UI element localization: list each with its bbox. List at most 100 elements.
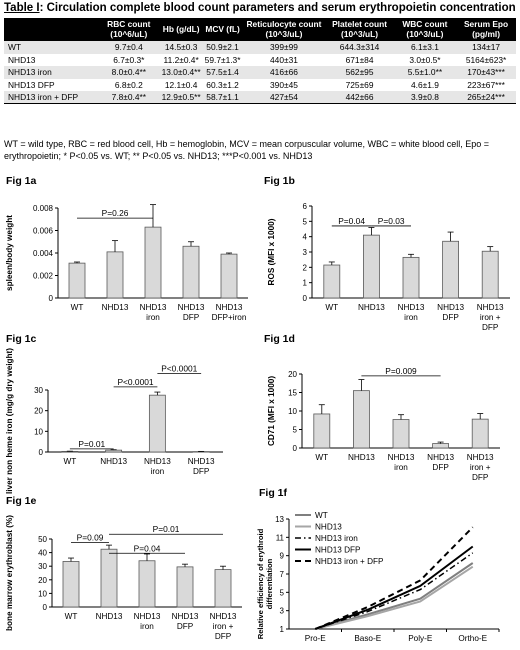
x-tick-label: WT bbox=[64, 457, 77, 466]
table-cell: 13.0±0.4** bbox=[159, 66, 203, 79]
p-value-label: P=0.09 bbox=[77, 532, 104, 542]
bar bbox=[323, 264, 341, 299]
bar bbox=[471, 418, 489, 449]
bar bbox=[353, 390, 370, 449]
x-tick-label: WT bbox=[65, 612, 78, 621]
y-tick-label: 3 bbox=[280, 607, 285, 616]
table-cell: 6.7±0.3* bbox=[113, 54, 145, 65]
chart-title: Fig 1f bbox=[259, 487, 288, 499]
bar bbox=[105, 449, 123, 453]
bar bbox=[68, 262, 86, 299]
figure-1c: Fig 1c liver non heme iron (mg/g dry weig… bbox=[5, 333, 223, 494]
x-tick-label: NHD13 iron bbox=[144, 457, 171, 476]
table-row: WT 9.7±0.4 14.5±0.3 50.9±2.1 399±99 644.… bbox=[4, 41, 516, 54]
bar bbox=[481, 250, 499, 299]
table-cell: 265±24*** bbox=[456, 90, 516, 105]
table-cell: 223±67*** bbox=[467, 79, 505, 90]
table-cell: WT bbox=[4, 41, 98, 54]
p-value-label: P<0.0001 bbox=[117, 377, 153, 387]
bar bbox=[138, 560, 156, 608]
table-cell: NHD13 iron bbox=[4, 66, 98, 79]
y-tick-label: 5 bbox=[293, 426, 298, 435]
x-tick-label: NHD13 iron + DFP bbox=[467, 453, 494, 482]
chart-title: Fig 1a bbox=[6, 175, 37, 187]
table-row: NHD13 6.7±0.3* 11.2±0.4* 59.7±1.3* 440±3… bbox=[4, 54, 516, 66]
y-tick-label: 3 bbox=[303, 248, 308, 257]
table-cell: 671±84 bbox=[345, 54, 374, 65]
table-cell: 427±54 bbox=[242, 90, 326, 105]
figure-1a: Fig 1a spleen/body weight 0 0.002 0.004 0.006… bbox=[5, 175, 248, 322]
figure-1d: Fig 1d CD71 (MFI x 1000) 0 5 10 15 20 WT NHD13 NH… bbox=[264, 333, 500, 482]
table-cell: 11.2±0.4* bbox=[163, 54, 199, 65]
x-tick-label: NHD13 DFP+iron bbox=[212, 303, 247, 322]
bar bbox=[363, 234, 380, 299]
chart-title: Fig 1c bbox=[6, 333, 37, 345]
y-tick-label: 10 bbox=[288, 407, 297, 416]
table-cell: 8.0±0.4** bbox=[98, 66, 160, 79]
x-tick-label: WT bbox=[325, 303, 338, 312]
table-cell: 725±69 bbox=[345, 79, 374, 90]
table-cell: 60.3±1.2 bbox=[206, 79, 239, 90]
x-tick-label: NHD13 bbox=[348, 453, 375, 462]
y-tick-label: 0 bbox=[293, 444, 298, 453]
y-tick-label: 0.008 bbox=[33, 204, 54, 213]
y-axis-label: Relative efficiency of erythroiddifferen… bbox=[256, 528, 274, 639]
bar bbox=[402, 256, 420, 299]
table-cell: 562±95 bbox=[325, 66, 394, 79]
table-header: MCV (fL) bbox=[202, 18, 243, 42]
x-tick-label: NHD13 iron bbox=[398, 303, 425, 322]
legend-label: NHD13 bbox=[315, 523, 342, 532]
table-cell: 644.3±314 bbox=[325, 41, 394, 54]
table-cell: 5.5±1.0** bbox=[393, 66, 457, 79]
table-row: NHD13 DFP 6.8±0.2 12.1±0.4 60.3±1.2 390±… bbox=[4, 79, 516, 91]
bar bbox=[392, 419, 410, 449]
y-tick-label: 0 bbox=[49, 294, 54, 303]
bar bbox=[432, 443, 450, 449]
x-tick-label: WT bbox=[315, 453, 328, 462]
x-tick-label: NHD13 DFP bbox=[172, 612, 199, 631]
y-tick-label: 20 bbox=[38, 576, 47, 585]
series-line bbox=[314, 545, 474, 630]
legend-label: NHD13 DFP bbox=[315, 546, 361, 555]
table-header: Reticulocyte count (10^3/uL) bbox=[242, 18, 326, 42]
table-cell: 5164±623* bbox=[465, 54, 507, 65]
y-tick-label: 15 bbox=[288, 389, 297, 398]
y-tick-label: 0 bbox=[303, 294, 308, 303]
bar bbox=[62, 561, 80, 608]
y-tick-label: 40 bbox=[38, 549, 47, 558]
chart-title: Fig 1b bbox=[264, 175, 295, 187]
bar bbox=[182, 245, 200, 299]
x-tick-label: Pro-E bbox=[305, 634, 326, 643]
table-header: Serum Epo (pg/ml) bbox=[456, 18, 516, 42]
table-cell: 59.7±1.3* bbox=[204, 54, 241, 65]
table-cell: 390±45 bbox=[270, 79, 298, 90]
y-tick-label: 6 bbox=[303, 202, 308, 211]
y-tick-label: 0.006 bbox=[33, 227, 54, 236]
table-header bbox=[4, 18, 98, 42]
p-value-label: P<0.0001 bbox=[161, 363, 197, 373]
x-tick-label: Ortho-E bbox=[458, 634, 487, 643]
bar bbox=[214, 569, 232, 608]
series-line bbox=[315, 565, 474, 630]
y-tick-label: 5 bbox=[280, 588, 285, 597]
table-cell: 416±66 bbox=[242, 66, 326, 79]
table-row: NHD13 iron 8.0±0.4** 13.0±0.4** 57.5±1.4… bbox=[4, 66, 516, 79]
table-cell: 50.9±2.1 bbox=[202, 41, 243, 54]
y-tick-label: 1 bbox=[303, 279, 308, 288]
y-tick-label: 7 bbox=[280, 570, 285, 579]
table-cell: 6.8±0.2 bbox=[114, 79, 143, 90]
table-header-row: RBC count (10^6/uL) Hb (g/dL) MCV (fL) R… bbox=[4, 18, 516, 42]
y-tick-label: 30 bbox=[34, 386, 43, 395]
table-cell: 58.7±1.1 bbox=[202, 90, 243, 105]
p-value-label: P=0.03 bbox=[378, 216, 405, 226]
y-tick-label: 13 bbox=[275, 515, 284, 524]
p-value-label: P=0.26 bbox=[102, 208, 129, 218]
y-tick-label: 50 bbox=[38, 535, 47, 544]
x-tick-label: NHD13 bbox=[102, 303, 129, 312]
table-cell: 134±17 bbox=[456, 41, 516, 54]
bar bbox=[148, 394, 166, 453]
table-cell: 3.0±0.5* bbox=[409, 54, 441, 65]
y-tick-label: 30 bbox=[38, 562, 47, 571]
chart-title: Fig 1e bbox=[6, 495, 37, 507]
y-tick-label: 10 bbox=[34, 427, 43, 436]
